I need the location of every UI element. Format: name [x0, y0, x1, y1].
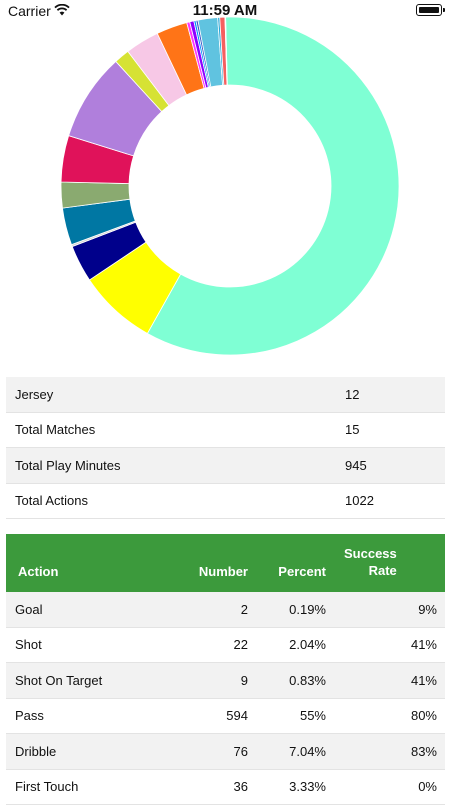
table-row[interactable]: Shot On Target 9 0.83% 41%	[6, 663, 445, 699]
player-info-table: Jersey 12 Total Matches 15 Total Play Mi…	[6, 377, 445, 519]
cell-percent: 0.83%	[248, 673, 326, 688]
info-value: 12	[335, 387, 445, 402]
cell-number: 2	[166, 602, 248, 617]
cell-percent: 2.04%	[248, 637, 326, 652]
cell-success: 0%	[326, 779, 437, 794]
cell-percent: 0.19%	[248, 602, 326, 617]
info-value: 945	[335, 458, 445, 473]
info-value: 1022	[335, 493, 445, 508]
header-success-line2: Rate	[369, 563, 397, 578]
table-row[interactable]: Pass 594 55% 80%	[6, 699, 445, 735]
info-label: Total Actions	[6, 493, 335, 508]
info-label: Jersey	[6, 387, 335, 402]
header-action: Action	[6, 534, 166, 592]
cell-number: 76	[166, 744, 248, 759]
cell-number: 22	[166, 637, 248, 652]
cell-action: Goal	[6, 602, 166, 617]
actions-table: Action Number Percent Success Rate Goal 2…	[6, 534, 445, 805]
header-number: Number	[166, 534, 248, 592]
header-success-line1: Success	[344, 546, 397, 561]
cell-success: 80%	[326, 708, 437, 723]
table-row[interactable]: Goal 2 0.19% 9%	[6, 592, 445, 628]
actions-donut-chart	[0, 14, 450, 364]
cell-number: 9	[166, 673, 248, 688]
cell-action: Dribble	[6, 744, 166, 759]
cell-percent: 7.04%	[248, 744, 326, 759]
header-success-rate: Success Rate	[326, 534, 437, 592]
cell-action: First Touch	[6, 779, 166, 794]
actions-table-body: Goal 2 0.19% 9% Shot 22 2.04% 41% Shot O…	[6, 592, 445, 805]
cell-action: Shot	[6, 637, 166, 652]
cell-success: 9%	[326, 602, 437, 617]
cell-percent: 3.33%	[248, 779, 326, 794]
info-row-jersey: Jersey 12	[6, 377, 445, 413]
info-row-total-play-minutes: Total Play Minutes 945	[6, 448, 445, 484]
cell-number: 36	[166, 779, 248, 794]
cell-percent: 55%	[248, 708, 326, 723]
info-row-total-matches: Total Matches 15	[6, 413, 445, 449]
info-row-total-actions: Total Actions 1022	[6, 484, 445, 520]
header-percent: Percent	[248, 534, 326, 592]
info-label: Total Play Minutes	[6, 458, 335, 473]
info-value: 15	[335, 422, 445, 437]
cell-success: 83%	[326, 744, 437, 759]
cell-number: 594	[166, 708, 248, 723]
cell-action: Pass	[6, 708, 166, 723]
cell-success: 41%	[326, 673, 437, 688]
cell-success: 41%	[326, 637, 437, 652]
table-row[interactable]: Shot 22 2.04% 41%	[6, 628, 445, 664]
actions-table-header: Action Number Percent Success Rate	[6, 534, 445, 592]
cell-action: Shot On Target	[6, 673, 166, 688]
table-row[interactable]: Dribble 76 7.04% 83%	[6, 734, 445, 770]
info-label: Total Matches	[6, 422, 335, 437]
